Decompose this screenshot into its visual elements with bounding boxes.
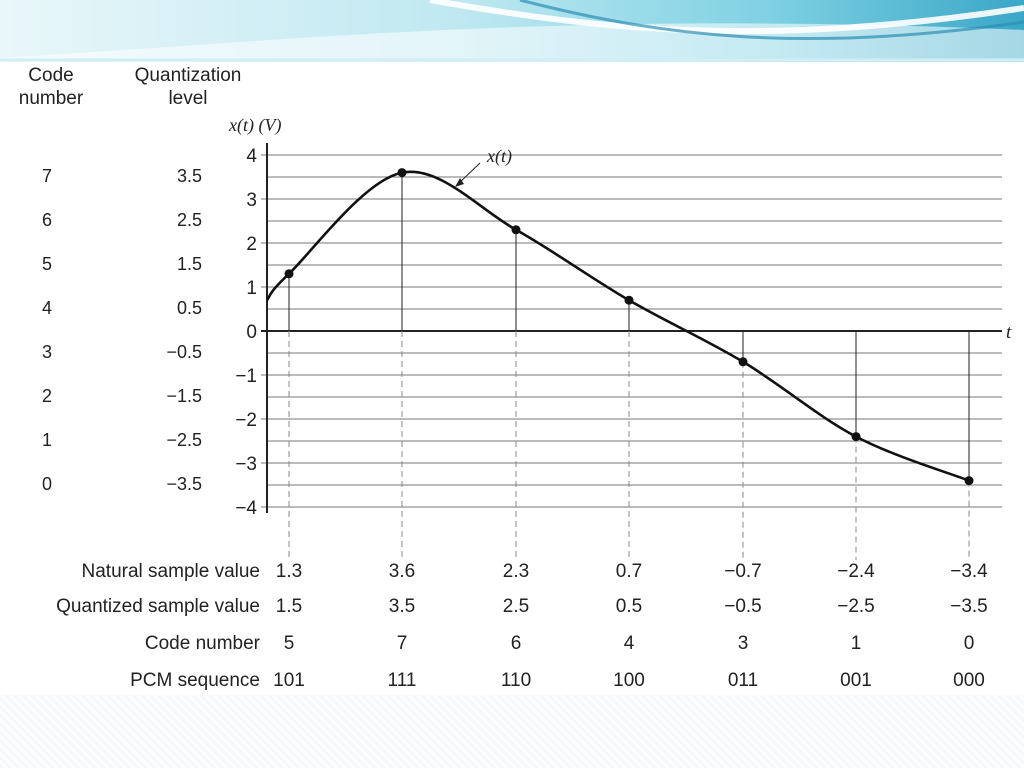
natural-sample-row-cell: −2.4 <box>837 561 875 582</box>
code-number-label: 2 <box>42 386 53 406</box>
natural-sample-row-cell: 1.3 <box>275 561 303 582</box>
y-tick-label: −4 <box>235 498 257 519</box>
pcm-sequence-row-label: PCM sequence <box>130 670 260 691</box>
code-number-row-cell: 7 <box>396 633 408 654</box>
pcm-sequence-row-cell: 111 <box>387 670 417 691</box>
code-number-row-cell: 1 <box>850 633 862 654</box>
code-header-line1: Code <box>28 65 74 86</box>
y-tick-label: −1 <box>235 366 257 387</box>
y-axis-label: x(t) (V) <box>228 115 281 136</box>
sample-point <box>397 168 407 178</box>
quantization-level-header: Quantization level <box>118 64 258 110</box>
sample-point <box>851 432 861 442</box>
y-tick-label: 4 <box>246 146 257 167</box>
y-tick-label: 1 <box>246 278 257 299</box>
pcm-sequence-row-cell: 101 <box>273 670 305 691</box>
footer-decor-band <box>0 695 1024 768</box>
natural-sample-row-cell: −0.7 <box>724 561 762 582</box>
x-axis-label: t <box>1006 322 1012 343</box>
code-number-label: 7 <box>42 166 53 186</box>
quantized-sample-row-cell: 2.5 <box>502 596 530 617</box>
code-number-row-cell: 3 <box>737 633 749 654</box>
natural-sample-row-cell: 2.3 <box>502 561 530 582</box>
quantized-sample-row-label: Quantized sample value <box>56 596 260 617</box>
code-number-row-cell: 0 <box>963 633 975 654</box>
quantized-sample-row-cell: −0.5 <box>724 596 762 617</box>
quantized-sample-row-cell: 3.5 <box>388 596 416 617</box>
quantization-level-label: 1.5 <box>176 254 202 274</box>
y-tick-label: −2 <box>235 410 257 431</box>
quantization-level-label: −1.5 <box>166 386 202 406</box>
natural-sample-row-label: Natural sample value <box>81 561 260 582</box>
pcm-sequence-row-cell: 000 <box>953 670 985 691</box>
natural-sample-row-cell: 0.7 <box>615 561 643 582</box>
curve-label-arrowhead <box>455 178 464 187</box>
code-number-row-label: Code number <box>144 633 260 654</box>
pcm-sequence-row-cell: 011 <box>727 670 759 691</box>
code-number-header: Code number <box>14 64 88 110</box>
quantization-level-label: 3.5 <box>176 166 202 186</box>
code-number-label: 1 <box>42 430 53 450</box>
code-number-row-cell: 6 <box>510 633 522 654</box>
quantization-level-label: −0.5 <box>166 342 202 362</box>
quantized-sample-row-cell: −2.5 <box>837 596 875 617</box>
sample-point <box>964 476 974 486</box>
code-number-label: 0 <box>42 474 53 494</box>
pcm-sequence-row-cell: 100 <box>613 670 645 691</box>
y-tick-label: 3 <box>246 190 257 211</box>
quantization-level-label: −3.5 <box>166 474 202 494</box>
code-number-label: 5 <box>42 254 53 274</box>
y-tick-label: −3 <box>235 454 257 475</box>
curve-label: x(t) <box>486 146 512 167</box>
sample-point <box>624 295 634 305</box>
sample-point <box>738 357 748 367</box>
signal-curve <box>265 170 970 482</box>
quant-header-line1: Quantization <box>134 65 242 86</box>
pcm-sequence-row-cell: 001 <box>840 670 872 691</box>
header-decor-band <box>0 0 1024 62</box>
quant-header-line2: level <box>168 88 208 109</box>
quantized-sample-row-cell: 1.5 <box>275 596 303 617</box>
quantization-level-label: 0.5 <box>176 298 202 318</box>
natural-sample-row-cell: 3.6 <box>388 561 416 582</box>
natural-sample-row-cell: −3.4 <box>950 561 988 582</box>
pcm-sequence-row-cell: 110 <box>500 670 532 691</box>
code-number-row-cell: 5 <box>283 633 295 654</box>
quantization-level-label: −2.5 <box>166 430 202 450</box>
quantized-sample-row-cell: 0.5 <box>615 596 643 617</box>
code-number-label: 3 <box>42 342 53 362</box>
code-number-label: 4 <box>42 298 53 318</box>
quantized-sample-row-cell: −3.5 <box>950 596 988 617</box>
sample-point <box>511 225 521 235</box>
y-tick-label: 0 <box>246 322 257 343</box>
code-header-line2: number <box>18 88 84 109</box>
code-number-row-cell: 4 <box>623 633 635 654</box>
y-tick-label: 2 <box>246 234 257 255</box>
code-number-label: 6 <box>42 210 53 230</box>
sample-point <box>284 269 294 279</box>
quantization-level-label: 2.5 <box>176 210 202 230</box>
